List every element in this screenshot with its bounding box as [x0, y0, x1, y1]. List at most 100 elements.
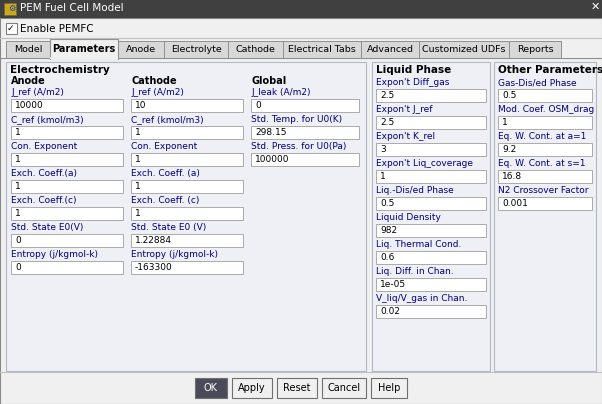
Bar — [11, 234, 123, 247]
Bar — [498, 197, 592, 210]
Text: Apply: Apply — [238, 383, 266, 393]
Bar — [118, 41, 164, 58]
Text: Liq. Thermal Cond.: Liq. Thermal Cond. — [376, 240, 461, 249]
Text: Expon't J_ref: Expon't J_ref — [376, 105, 432, 114]
Bar — [498, 89, 592, 102]
Text: Expon't K_rel: Expon't K_rel — [376, 132, 435, 141]
Text: J_leak (A/m2): J_leak (A/m2) — [251, 88, 311, 97]
Bar — [251, 126, 359, 139]
Text: 0: 0 — [15, 236, 20, 245]
Text: 298.15: 298.15 — [255, 128, 287, 137]
Bar — [283, 41, 361, 58]
Text: Liq. Diff. in Chan.: Liq. Diff. in Chan. — [376, 267, 454, 276]
Text: Std. State E0 (V): Std. State E0 (V) — [131, 223, 206, 232]
Text: 3: 3 — [380, 145, 386, 154]
Bar — [11, 180, 123, 193]
Text: Mod. Coef. OSM_drag: Mod. Coef. OSM_drag — [498, 105, 594, 114]
Text: 0: 0 — [15, 263, 20, 272]
Text: 1e-05: 1e-05 — [380, 280, 406, 289]
Text: Other Parameters: Other Parameters — [498, 65, 602, 75]
Text: Electrolyte: Electrolyte — [170, 46, 222, 55]
Text: Std. State E0(V): Std. State E0(V) — [11, 223, 83, 232]
Text: Eq. W. Cont. at s=1: Eq. W. Cont. at s=1 — [498, 159, 586, 168]
Text: C_ref (kmol/m3): C_ref (kmol/m3) — [131, 115, 203, 124]
Bar — [4, 3, 16, 15]
Text: Electrical Tabs: Electrical Tabs — [288, 46, 356, 55]
Text: ✕: ✕ — [591, 2, 600, 12]
Text: C_ref (kmol/m3): C_ref (kmol/m3) — [11, 115, 84, 124]
Text: 0.5: 0.5 — [502, 91, 517, 100]
Bar — [11, 261, 123, 274]
Bar — [494, 62, 596, 371]
Text: Model: Model — [14, 46, 42, 55]
Text: Entropy (j/kgmol-k): Entropy (j/kgmol-k) — [131, 250, 218, 259]
Text: Liq.-Dis/ed Phase: Liq.-Dis/ed Phase — [376, 186, 454, 195]
Bar — [11, 207, 123, 220]
Text: -163300: -163300 — [135, 263, 173, 272]
Bar — [131, 99, 243, 112]
Text: Cathode: Cathode — [235, 46, 275, 55]
Bar — [131, 261, 243, 274]
Bar — [376, 224, 486, 237]
Bar — [498, 116, 592, 129]
Text: Liquid Phase: Liquid Phase — [376, 65, 452, 75]
Text: Con. Exponent: Con. Exponent — [11, 142, 77, 151]
Bar — [361, 41, 419, 58]
Bar — [376, 278, 486, 291]
Bar — [195, 378, 227, 398]
Text: 100000: 100000 — [255, 155, 290, 164]
Bar — [376, 251, 486, 264]
Text: Std. Temp. for U0(K): Std. Temp. for U0(K) — [251, 115, 342, 124]
Text: 1: 1 — [135, 209, 141, 218]
Bar — [419, 41, 509, 58]
Text: 1: 1 — [502, 118, 507, 127]
Text: Exch. Coeff. (c): Exch. Coeff. (c) — [131, 196, 199, 205]
Text: 10000: 10000 — [15, 101, 44, 110]
Text: 2.5: 2.5 — [380, 91, 394, 100]
Bar — [251, 153, 359, 166]
Text: Anode: Anode — [126, 46, 156, 55]
Text: 1: 1 — [15, 209, 20, 218]
Text: Reset: Reset — [284, 383, 311, 393]
Text: V_liq/V_gas in Chan.: V_liq/V_gas in Chan. — [376, 294, 467, 303]
Text: 16.8: 16.8 — [502, 172, 522, 181]
Text: Entropy (j/kgmol-k): Entropy (j/kgmol-k) — [11, 250, 98, 259]
Text: Exch. Coeff.(c): Exch. Coeff.(c) — [11, 196, 76, 205]
Bar — [498, 143, 592, 156]
Bar — [498, 170, 592, 183]
Bar — [376, 89, 486, 102]
Bar — [0, 0, 602, 18]
Text: Enable PEMFC: Enable PEMFC — [20, 24, 94, 34]
Text: Std. Press. for U0(Pa): Std. Press. for U0(Pa) — [251, 142, 346, 151]
Text: Electrochemistry: Electrochemistry — [10, 65, 110, 75]
Bar — [228, 41, 283, 58]
Text: 0.6: 0.6 — [380, 253, 394, 262]
Bar — [131, 126, 243, 139]
Text: 1: 1 — [15, 155, 20, 164]
Text: Con. Exponent: Con. Exponent — [131, 142, 197, 151]
Bar — [371, 378, 407, 398]
Bar — [131, 207, 243, 220]
Text: Global: Global — [251, 76, 286, 86]
Text: Liquid Density: Liquid Density — [376, 213, 441, 222]
Text: J_ref (A/m2): J_ref (A/m2) — [11, 88, 64, 97]
Bar — [322, 378, 366, 398]
Bar — [6, 23, 17, 34]
Text: 2.5: 2.5 — [380, 118, 394, 127]
Bar — [164, 41, 228, 58]
Bar — [376, 197, 486, 210]
Text: Reports: Reports — [517, 46, 553, 55]
Text: 1: 1 — [135, 128, 141, 137]
Text: Cancel: Cancel — [327, 383, 361, 393]
Bar — [131, 234, 243, 247]
Text: Help: Help — [378, 383, 400, 393]
Bar — [372, 62, 490, 371]
Text: 0.5: 0.5 — [380, 199, 394, 208]
Text: OK: OK — [204, 383, 218, 393]
Bar — [232, 378, 272, 398]
Bar — [509, 41, 561, 58]
Bar — [6, 41, 50, 58]
Text: 1: 1 — [135, 155, 141, 164]
Text: 0.02: 0.02 — [380, 307, 400, 316]
Text: ⚙: ⚙ — [8, 4, 16, 13]
